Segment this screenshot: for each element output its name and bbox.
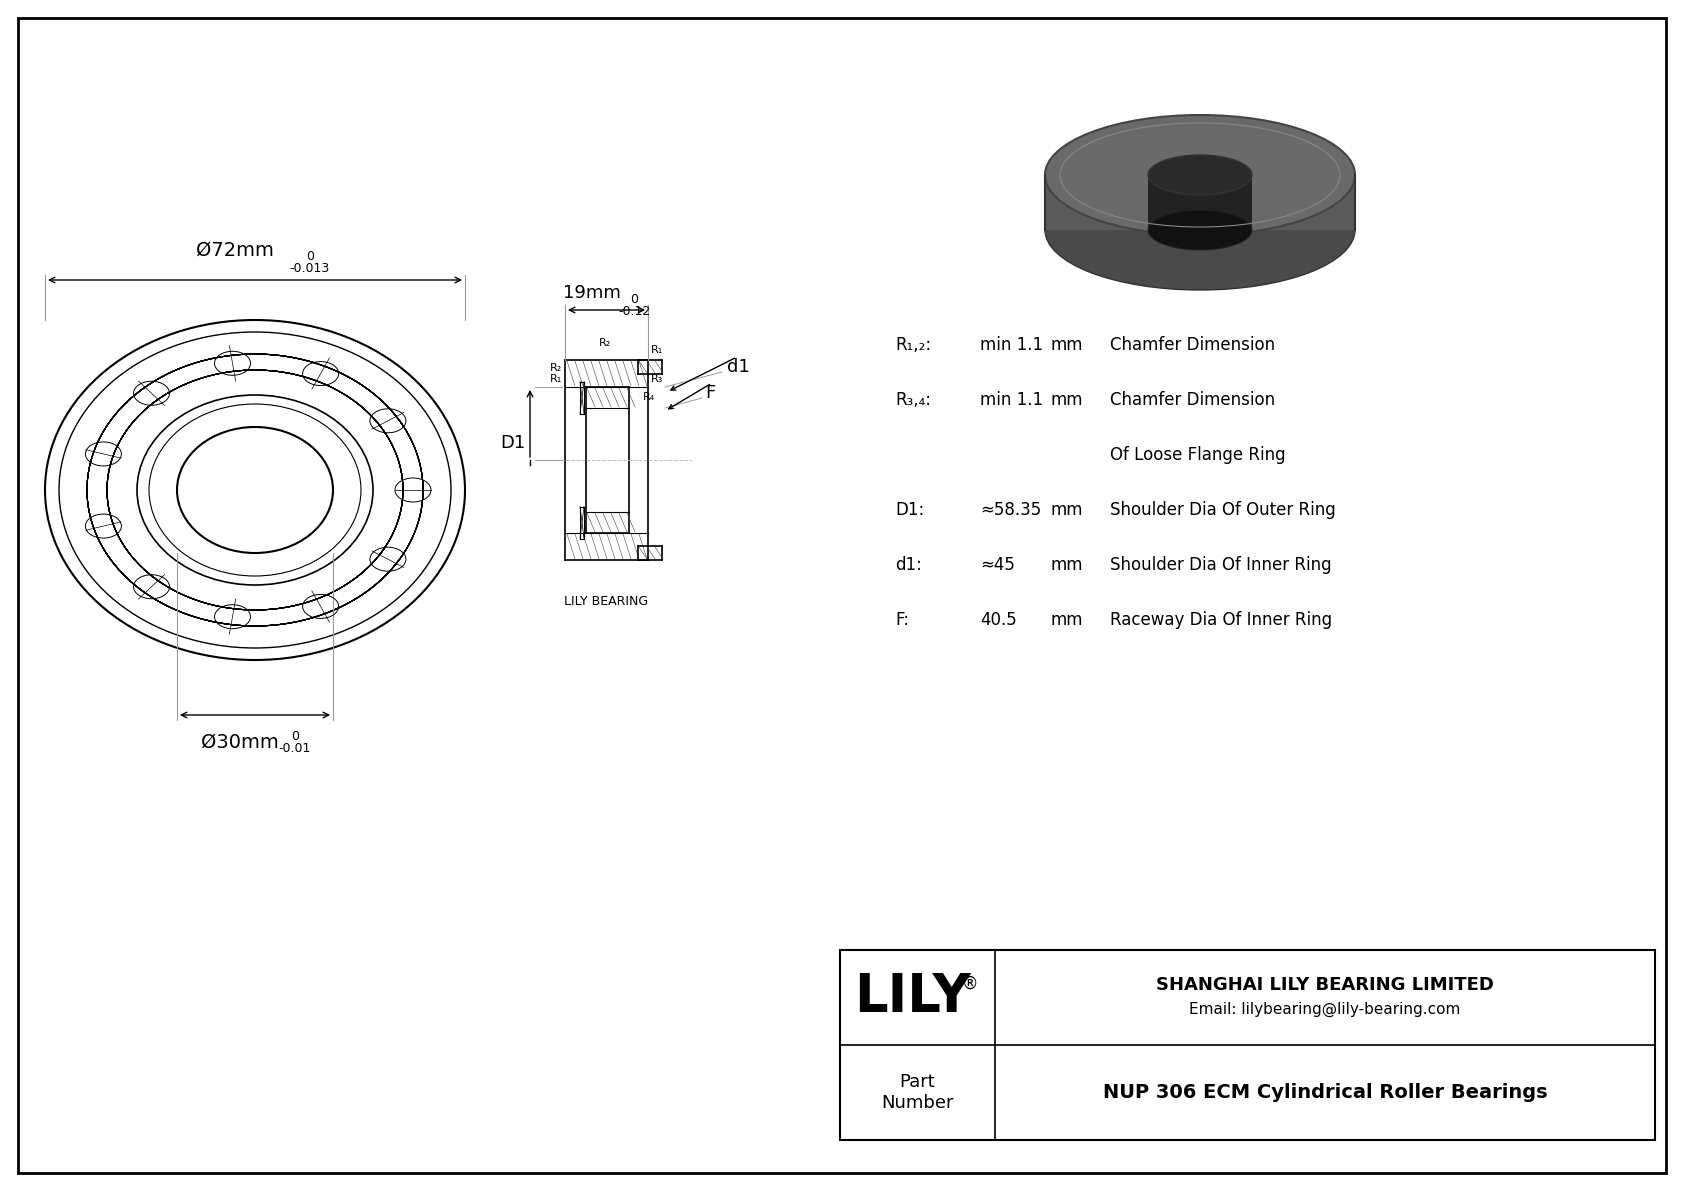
Text: SHANGHAI LILY BEARING LIMITED: SHANGHAI LILY BEARING LIMITED bbox=[1155, 977, 1494, 994]
Text: mm: mm bbox=[1051, 391, 1083, 409]
Bar bbox=[840, 950, 1655, 1140]
Text: ®: ® bbox=[962, 974, 978, 992]
Text: R₁: R₁ bbox=[652, 345, 663, 355]
Text: ≈45: ≈45 bbox=[980, 556, 1015, 574]
Text: -0.013: -0.013 bbox=[290, 262, 330, 275]
Text: D1: D1 bbox=[500, 435, 525, 453]
Text: 19mm: 19mm bbox=[562, 283, 620, 303]
Text: F:: F: bbox=[894, 611, 909, 629]
Text: Of Loose Flange Ring: Of Loose Flange Ring bbox=[1110, 445, 1285, 464]
Text: R₁,₂:: R₁,₂: bbox=[894, 336, 931, 354]
Text: min 1.1: min 1.1 bbox=[980, 336, 1042, 354]
Text: 0: 0 bbox=[630, 293, 638, 306]
Text: Raceway Dia Of Inner Ring: Raceway Dia Of Inner Ring bbox=[1110, 611, 1332, 629]
Text: R₄: R₄ bbox=[643, 392, 655, 403]
Text: Part
Number: Part Number bbox=[881, 1073, 953, 1112]
Polygon shape bbox=[1046, 175, 1356, 230]
Text: min 1.1: min 1.1 bbox=[980, 391, 1042, 409]
Ellipse shape bbox=[1148, 155, 1251, 195]
Text: LILY BEARING: LILY BEARING bbox=[564, 596, 648, 607]
Text: mm: mm bbox=[1051, 501, 1083, 519]
Text: mm: mm bbox=[1051, 336, 1083, 354]
Text: d1: d1 bbox=[727, 358, 749, 376]
Text: -0.12: -0.12 bbox=[618, 305, 650, 318]
Text: Email: lilybearing@lily-bearing.com: Email: lilybearing@lily-bearing.com bbox=[1189, 1002, 1460, 1017]
Text: Ø72mm: Ø72mm bbox=[195, 241, 274, 260]
Text: Chamfer Dimension: Chamfer Dimension bbox=[1110, 391, 1275, 409]
Text: F: F bbox=[706, 384, 716, 403]
Text: NUP 306 ECM Cylindrical Roller Bearings: NUP 306 ECM Cylindrical Roller Bearings bbox=[1103, 1083, 1548, 1102]
Text: D1:: D1: bbox=[894, 501, 925, 519]
Text: mm: mm bbox=[1051, 611, 1083, 629]
Ellipse shape bbox=[1148, 210, 1251, 250]
Text: mm: mm bbox=[1051, 556, 1083, 574]
Ellipse shape bbox=[1046, 170, 1356, 289]
Ellipse shape bbox=[1046, 116, 1356, 235]
Text: Shoulder Dia Of Inner Ring: Shoulder Dia Of Inner Ring bbox=[1110, 556, 1332, 574]
Text: R₂: R₂ bbox=[549, 363, 562, 373]
Text: ≈58.35: ≈58.35 bbox=[980, 501, 1041, 519]
Text: R₁: R₁ bbox=[549, 374, 562, 384]
Text: R₃: R₃ bbox=[652, 374, 663, 384]
Text: -0.01: -0.01 bbox=[280, 742, 312, 755]
Text: R₂: R₂ bbox=[598, 338, 611, 348]
Text: Ø30mm: Ø30mm bbox=[200, 732, 280, 752]
Text: 40.5: 40.5 bbox=[980, 611, 1017, 629]
Text: Chamfer Dimension: Chamfer Dimension bbox=[1110, 336, 1275, 354]
Polygon shape bbox=[1148, 175, 1251, 230]
Text: d1:: d1: bbox=[894, 556, 921, 574]
Text: R₃,₄:: R₃,₄: bbox=[894, 391, 931, 409]
Text: 0: 0 bbox=[291, 730, 300, 743]
Text: Shoulder Dia Of Outer Ring: Shoulder Dia Of Outer Ring bbox=[1110, 501, 1335, 519]
Text: 0: 0 bbox=[306, 250, 313, 263]
Text: LILY: LILY bbox=[854, 972, 972, 1023]
